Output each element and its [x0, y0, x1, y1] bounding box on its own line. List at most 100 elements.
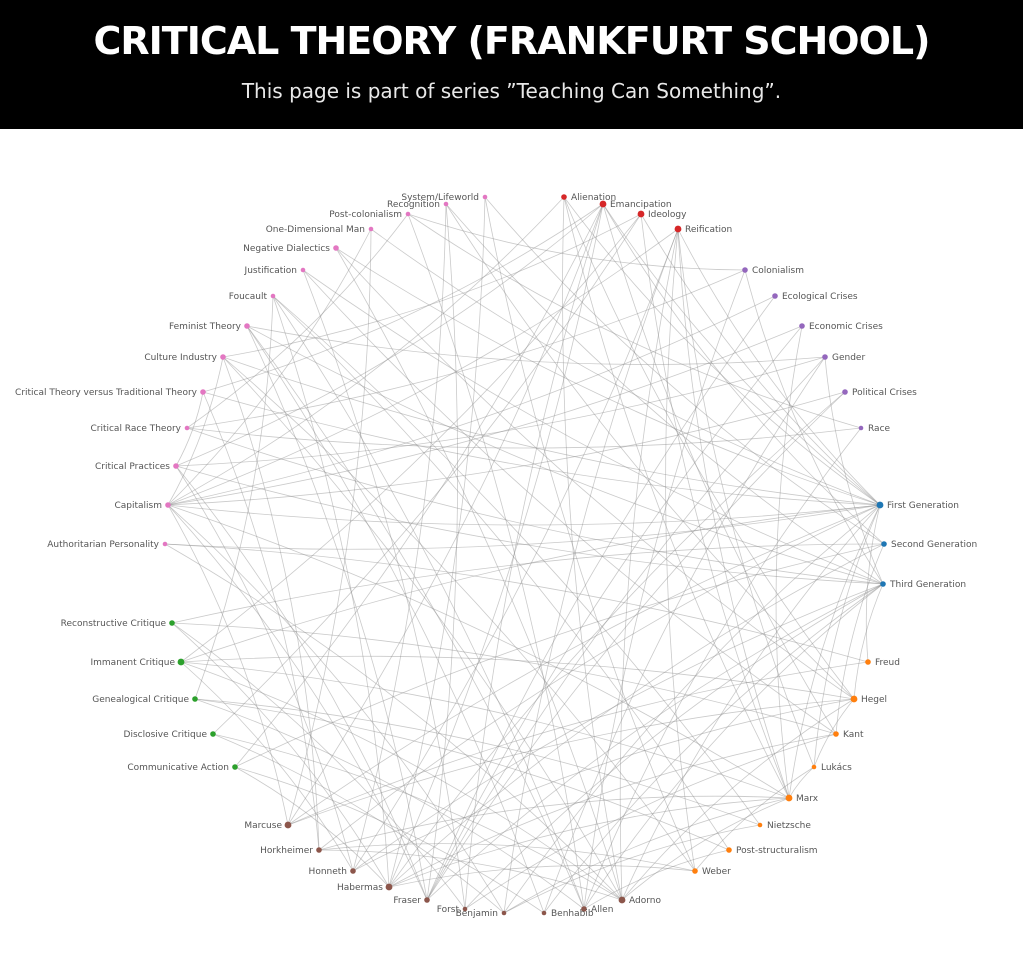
- node-dot[interactable]: [462, 906, 468, 912]
- node-one-dimensional-man[interactable]: One-Dimensional Man: [266, 225, 374, 235]
- node-dot[interactable]: [541, 910, 547, 916]
- node-critical-theory-versus-traditional-theory[interactable]: Critical Theory versus Traditional Theor…: [15, 388, 206, 398]
- node-dot[interactable]: [169, 620, 175, 626]
- node-third-generation[interactable]: Third Generation: [880, 580, 966, 590]
- node-hegel[interactable]: Hegel: [850, 695, 887, 705]
- node-dot[interactable]: [165, 502, 171, 508]
- node-nietzsche[interactable]: Nietzsche: [757, 821, 812, 831]
- node-post-structuralism[interactable]: Post-structuralism: [726, 846, 818, 856]
- node-dot[interactable]: [501, 910, 507, 916]
- node-dot[interactable]: [443, 201, 449, 207]
- node-dot[interactable]: [785, 794, 793, 802]
- node-dot[interactable]: [876, 501, 884, 509]
- node-habermas[interactable]: Habermas: [337, 883, 393, 893]
- node-communicative-action[interactable]: Communicative Action: [127, 763, 238, 773]
- node-capitalism[interactable]: Capitalism: [114, 501, 171, 511]
- node-dot[interactable]: [858, 425, 864, 431]
- node-dot[interactable]: [742, 267, 748, 273]
- node-dot[interactable]: [424, 897, 430, 903]
- node-negative-dialectics[interactable]: Negative Dialectics: [243, 244, 339, 254]
- node-system-lifeworld[interactable]: System/Lifeworld: [401, 193, 488, 203]
- node-benhabib[interactable]: Benhabib: [541, 909, 594, 919]
- node-benjamin[interactable]: Benjamin: [456, 909, 507, 919]
- node-reconstructive-critique[interactable]: Reconstructive Critique: [61, 619, 175, 629]
- node-reification[interactable]: Reification: [674, 225, 733, 235]
- node-dot[interactable]: [316, 847, 322, 853]
- node-dot[interactable]: [284, 821, 292, 829]
- node-dot[interactable]: [772, 293, 778, 299]
- node-dot[interactable]: [482, 194, 488, 200]
- node-gender[interactable]: Gender: [822, 353, 865, 363]
- node-authoritarian-personality[interactable]: Authoritarian Personality: [47, 540, 168, 550]
- node-dot[interactable]: [405, 211, 411, 217]
- node-kant[interactable]: Kant: [833, 730, 864, 740]
- node-alienation[interactable]: Alienation: [561, 193, 616, 203]
- node-marcuse[interactable]: Marcuse: [244, 821, 292, 831]
- node-race[interactable]: Race: [858, 424, 891, 434]
- node-economic-crises[interactable]: Economic Crises: [799, 322, 883, 332]
- node-colonialism[interactable]: Colonialism: [742, 266, 804, 276]
- node-dot[interactable]: [173, 463, 179, 469]
- node-fraser[interactable]: Fraser: [393, 896, 430, 906]
- node-dot[interactable]: [618, 896, 626, 904]
- node-critical-practices[interactable]: Critical Practices: [95, 462, 179, 472]
- node-dot[interactable]: [192, 696, 198, 702]
- node-dot[interactable]: [842, 389, 848, 395]
- node-dot[interactable]: [850, 695, 858, 703]
- node-forst[interactable]: Forst: [437, 905, 468, 915]
- node-dot[interactable]: [368, 226, 374, 232]
- node-dot[interactable]: [865, 659, 871, 665]
- node-disclosive-critique[interactable]: Disclosive Critique: [124, 730, 216, 740]
- node-post-colonialism[interactable]: Post-colonialism: [329, 210, 411, 220]
- node-horkheimer[interactable]: Horkheimer: [260, 846, 322, 856]
- node-immanent-critique[interactable]: Immanent Critique: [90, 658, 185, 668]
- node-justification[interactable]: Justification: [244, 266, 306, 276]
- node-dot[interactable]: [833, 731, 839, 737]
- node-dot[interactable]: [581, 906, 587, 912]
- node-dot[interactable]: [561, 194, 567, 200]
- node-dot[interactable]: [599, 200, 607, 208]
- node-dot[interactable]: [692, 868, 698, 874]
- node-dot[interactable]: [270, 293, 276, 299]
- node-dot[interactable]: [177, 658, 185, 666]
- node-adorno[interactable]: Adorno: [618, 896, 662, 906]
- node-culture-industry[interactable]: Culture Industry: [144, 353, 226, 363]
- node-dot[interactable]: [200, 389, 206, 395]
- node-political-crises[interactable]: Political Crises: [842, 388, 917, 398]
- node-dot[interactable]: [811, 764, 817, 770]
- node-dot[interactable]: [880, 581, 886, 587]
- node-allen[interactable]: Allen: [581, 905, 613, 915]
- node-ideology[interactable]: Ideology: [637, 210, 688, 220]
- node-freud[interactable]: Freud: [865, 658, 900, 668]
- node-lukacs[interactable]: Lukács: [811, 763, 852, 773]
- node-feminist-theory[interactable]: Feminist Theory: [169, 322, 250, 332]
- node-honneth[interactable]: Honneth: [309, 867, 356, 877]
- node-dot[interactable]: [220, 354, 226, 360]
- node-dot[interactable]: [674, 225, 682, 233]
- node-dot[interactable]: [385, 883, 393, 891]
- node-dot[interactable]: [162, 541, 168, 547]
- node-critical-race-theory[interactable]: Critical Race Theory: [90, 424, 190, 434]
- node-foucault[interactable]: Foucault: [229, 292, 276, 302]
- node-dot[interactable]: [232, 764, 238, 770]
- node-dot[interactable]: [184, 425, 190, 431]
- node-dot[interactable]: [300, 267, 306, 273]
- node-dot[interactable]: [210, 731, 216, 737]
- node-dot[interactable]: [333, 245, 339, 251]
- node-dot[interactable]: [822, 354, 828, 360]
- node-emancipation[interactable]: Emancipation: [599, 200, 672, 210]
- node-first-generation[interactable]: First Generation: [876, 501, 959, 511]
- node-ecological-crises[interactable]: Ecological Crises: [772, 292, 858, 302]
- node-second-generation[interactable]: Second Generation: [881, 540, 977, 550]
- node-dot[interactable]: [881, 541, 887, 547]
- node-dot[interactable]: [244, 323, 250, 329]
- node-dot[interactable]: [637, 210, 645, 218]
- node-dot[interactable]: [726, 847, 732, 853]
- node-dot[interactable]: [757, 822, 763, 828]
- node-weber[interactable]: Weber: [692, 867, 731, 877]
- node-genealogical-critique[interactable]: Genealogical Critique: [92, 695, 198, 705]
- node-recognition[interactable]: Recognition: [387, 200, 449, 210]
- node-marx[interactable]: Marx: [785, 794, 819, 804]
- node-dot[interactable]: [350, 868, 356, 874]
- node-dot[interactable]: [799, 323, 805, 329]
